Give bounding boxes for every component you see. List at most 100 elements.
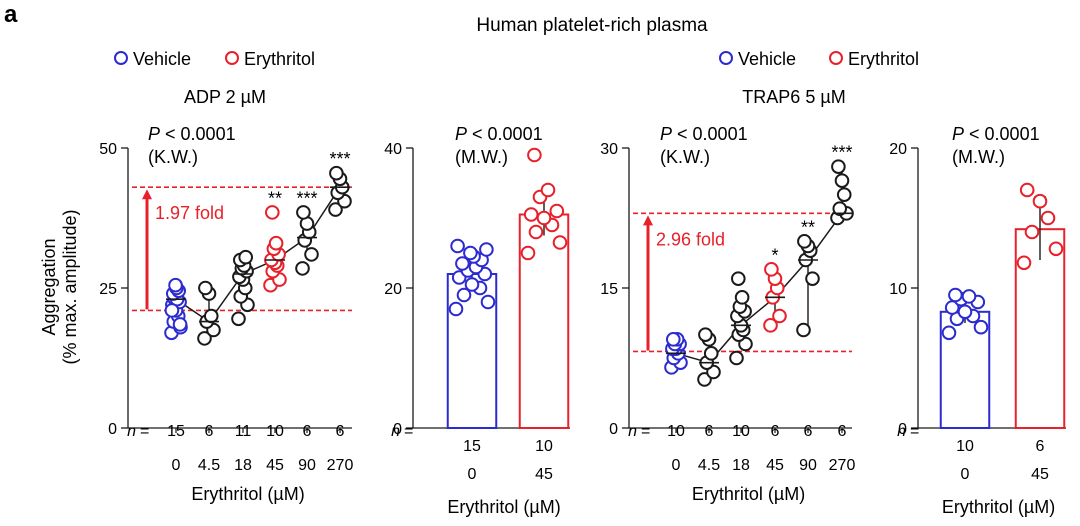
data-point — [455, 256, 470, 271]
data-point — [549, 203, 565, 219]
data-point — [666, 332, 681, 347]
x-tick-label: 18 — [732, 457, 750, 474]
n-value: 10 — [956, 438, 974, 455]
legend-erythritol-marker — [829, 51, 843, 65]
data-point — [172, 317, 188, 332]
significance-marker: ** — [801, 217, 815, 237]
x-tick-label: 90 — [799, 457, 817, 474]
data-point — [731, 271, 746, 286]
n-value: 6 — [336, 423, 345, 440]
data-point — [973, 319, 989, 335]
x-axis-label: Erythritol (µM) — [191, 484, 304, 504]
y-tick-label: 10 — [889, 281, 907, 298]
significance-marker: ** — [268, 188, 282, 208]
chart-panel-3: 0 15 30 P < 0.0001 (K.W.) n = 10 6 10 6 6 6 0 4.5 18 45 9… — [600, 124, 855, 504]
data-point — [168, 277, 183, 293]
y-tick-label: 0 — [108, 421, 117, 438]
data-point — [464, 277, 480, 292]
panel-letter: a — [4, 1, 18, 28]
data-point — [729, 350, 744, 366]
data-point — [268, 235, 284, 251]
n-value: 10 — [732, 423, 750, 440]
data-point — [763, 318, 778, 333]
n-eq: = — [641, 423, 650, 440]
y-tick-label: 0 — [898, 421, 907, 438]
data-point — [203, 308, 219, 324]
data-point — [1024, 224, 1040, 240]
test-name: (M.W.) — [952, 147, 1005, 167]
significance-marker: *** — [329, 149, 350, 169]
data-point — [698, 327, 713, 342]
p-symbol: P — [455, 124, 467, 144]
x-tick-label: 4.5 — [698, 457, 720, 474]
data-point — [1032, 193, 1048, 209]
data-point — [528, 224, 544, 240]
significance-marker: *** — [296, 188, 317, 208]
legend-vehicle-marker — [114, 51, 128, 65]
legend-right: Vehicle Erythritol — [719, 49, 919, 69]
data-point — [197, 331, 212, 346]
data-point — [296, 205, 311, 220]
data-point — [479, 242, 494, 257]
data-point — [450, 238, 465, 254]
x-tick-label: 0 — [961, 466, 970, 483]
n-value: 15 — [463, 438, 481, 455]
data-point — [831, 159, 846, 174]
data-point — [164, 303, 180, 318]
fold-arrow-head — [643, 215, 653, 226]
x-tick-label: 0 — [672, 457, 681, 474]
data-point — [764, 262, 779, 277]
data-point — [832, 201, 848, 216]
data-point — [448, 301, 464, 317]
x-tick-label: 45 — [266, 457, 284, 474]
x-axis-label: Erythritol (µM) — [942, 497, 1055, 517]
n-value: 10 — [266, 423, 284, 440]
p-value-text: < 0.0001 — [160, 124, 236, 144]
data-point — [703, 346, 719, 361]
significance-marker: * — [771, 245, 778, 265]
data-point — [523, 207, 539, 222]
y-tick-label: 20 — [384, 281, 402, 298]
p-value-text: < 0.0001 — [964, 124, 1040, 144]
data-point — [1040, 210, 1056, 226]
x-tick-label: 270 — [327, 457, 354, 474]
p-symbol: P — [148, 124, 160, 144]
fold-arrow-head — [142, 189, 152, 200]
n-label: n — [391, 423, 400, 440]
x-tick-label: 270 — [829, 457, 856, 474]
data-point — [1048, 241, 1064, 257]
y-axis-label-2: (% max. amplitude) — [60, 209, 80, 364]
chart-panel-2: 0 20 40 P < 0.0001 (M.W.) n = 15 10 0 45 Erythritol… — [384, 124, 570, 517]
significance-marker: *** — [831, 143, 852, 163]
p-value-text: < 0.0001 — [467, 124, 543, 144]
data-point — [295, 261, 310, 276]
x-tick-label: 45 — [1031, 466, 1049, 483]
test-name: (M.W.) — [455, 147, 508, 167]
y-tick-label: 40 — [384, 141, 402, 158]
n-label: n — [897, 423, 906, 440]
y-axis-label: Aggregation — [39, 238, 59, 335]
data-point — [265, 205, 280, 220]
y-tick-label: 25 — [99, 281, 117, 298]
x-tick-label: 0 — [172, 457, 181, 474]
p-symbol: P — [660, 124, 672, 144]
data-point — [734, 290, 750, 305]
data-point — [540, 182, 556, 198]
p-symbol: P — [952, 124, 964, 144]
chart-panel-4: 0 10 20 P < 0.0001 (M.W.) n = 10 6 0 45 Erythritol … — [889, 124, 1066, 517]
data-point — [238, 249, 253, 265]
n-value: 6 — [205, 423, 214, 440]
n-eq: = — [910, 423, 919, 440]
x-tick-label: 0 — [468, 466, 477, 483]
data-point — [527, 147, 542, 163]
n-eq: = — [140, 423, 149, 440]
data-point — [1016, 255, 1032, 271]
legend-left: Vehicle Erythritol — [114, 49, 315, 69]
data-point — [772, 308, 787, 324]
legend-vehicle-marker — [719, 51, 733, 65]
n-value: 6 — [838, 423, 847, 440]
x-tick-label: 90 — [298, 457, 316, 474]
figure-title: Human platelet-rich plasma — [476, 15, 708, 36]
n-value: 10 — [535, 438, 553, 455]
